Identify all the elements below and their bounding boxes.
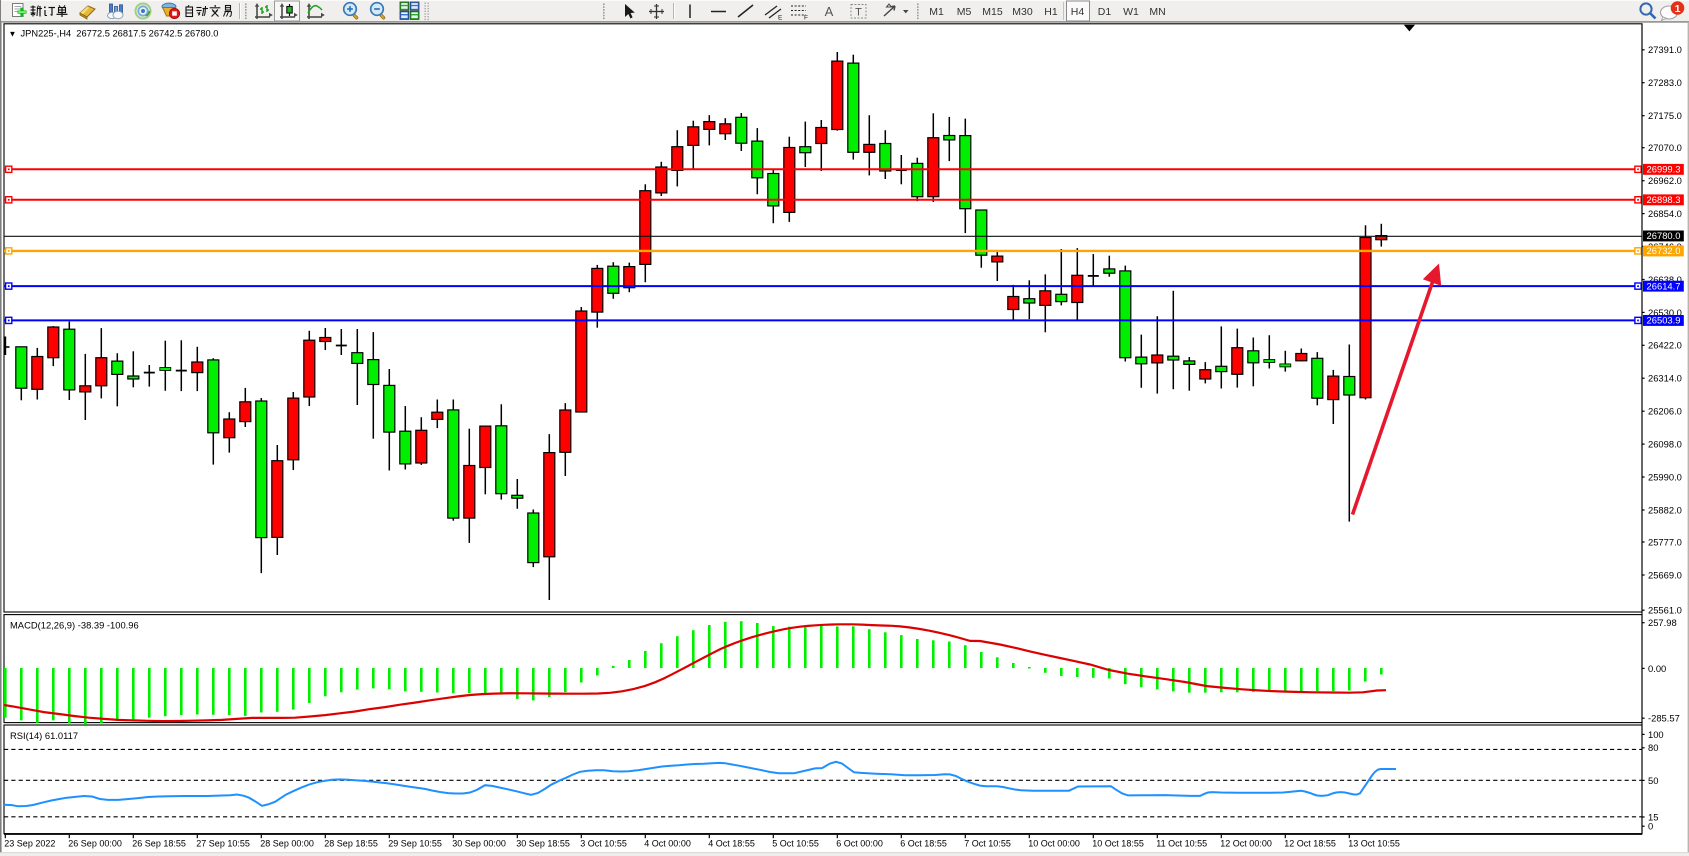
svg-text:30 Sep 00:00: 30 Sep 00:00 xyxy=(452,839,506,849)
svg-text:E: E xyxy=(778,15,783,22)
svg-text:26422.0: 26422.0 xyxy=(1648,340,1682,351)
svg-text:M15: M15 xyxy=(982,6,1003,18)
svg-text:15: 15 xyxy=(1648,811,1658,822)
svg-text:27175.0: 27175.0 xyxy=(1648,110,1682,121)
svg-text:M30: M30 xyxy=(1012,6,1033,18)
svg-text:26314.0: 26314.0 xyxy=(1648,373,1682,384)
svg-text:23 Sep 2022: 23 Sep 2022 xyxy=(4,839,55,849)
svg-text:M1: M1 xyxy=(929,6,944,18)
svg-text:25561.0: 25561.0 xyxy=(1648,605,1682,616)
svg-text:6 Oct 18:55: 6 Oct 18:55 xyxy=(900,839,947,849)
svg-text:12 Oct 18:55: 12 Oct 18:55 xyxy=(1284,839,1336,849)
svg-text:5 Oct 10:55: 5 Oct 10:55 xyxy=(772,839,819,849)
svg-text:26780.0: 26780.0 xyxy=(1647,230,1681,241)
svg-text:4 Oct 18:55: 4 Oct 18:55 xyxy=(708,839,755,849)
svg-text:25669.0: 25669.0 xyxy=(1648,569,1682,580)
svg-text:H4: H4 xyxy=(1071,6,1085,18)
svg-text:F: F xyxy=(804,15,808,22)
svg-text:MACD(12,26,9) -38.39 -100.96: MACD(12,26,9) -38.39 -100.96 xyxy=(10,620,139,631)
svg-text:-285.57: -285.57 xyxy=(1648,713,1680,724)
svg-text:26732.0: 26732.0 xyxy=(1647,245,1681,256)
svg-text:26999.3: 26999.3 xyxy=(1647,164,1681,175)
svg-text:27283.0: 27283.0 xyxy=(1648,77,1682,88)
svg-text:26962.0: 26962.0 xyxy=(1648,175,1682,186)
svg-text:JPN225-,H4 26772.5 26817.5 26: JPN225-,H4 26772.5 26817.5 26742.5 26780… xyxy=(21,28,219,38)
svg-text:27 Sep 10:55: 27 Sep 10:55 xyxy=(196,839,250,849)
svg-text:28 Sep 00:00: 28 Sep 00:00 xyxy=(260,839,314,849)
svg-text:MN: MN xyxy=(1149,6,1165,18)
svg-text:257.98: 257.98 xyxy=(1648,617,1677,628)
svg-text:26530.0: 26530.0 xyxy=(1648,307,1682,318)
svg-text:25990.0: 25990.0 xyxy=(1648,471,1682,482)
svg-text:12 Oct 00:00: 12 Oct 00:00 xyxy=(1220,839,1272,849)
svg-text:30 Sep 18:55: 30 Sep 18:55 xyxy=(516,839,570,849)
svg-text:50: 50 xyxy=(1648,775,1658,786)
svg-text:1: 1 xyxy=(1675,3,1681,15)
svg-text:7 Oct 10:55: 7 Oct 10:55 xyxy=(964,839,1011,849)
svg-text:26 Sep 00:00: 26 Sep 00:00 xyxy=(68,839,122,849)
svg-text:10 Oct 18:55: 10 Oct 18:55 xyxy=(1092,839,1144,849)
svg-text:11 Oct 10:55: 11 Oct 10:55 xyxy=(1156,839,1207,849)
svg-text:26614.7: 26614.7 xyxy=(1647,280,1681,291)
svg-text:29 Sep 10:55: 29 Sep 10:55 xyxy=(388,839,442,849)
svg-text:26503.9: 26503.9 xyxy=(1647,315,1681,326)
svg-text:6 Oct 00:00: 6 Oct 00:00 xyxy=(836,839,883,849)
svg-text:27070.0: 27070.0 xyxy=(1648,142,1682,153)
svg-text:RSI(14) 61.0117: RSI(14) 61.0117 xyxy=(10,730,78,741)
svg-text:A: A xyxy=(825,4,834,19)
svg-text:M5: M5 xyxy=(957,6,972,18)
svg-text:26098.0: 26098.0 xyxy=(1648,439,1682,450)
svg-text:26 Sep 18:55: 26 Sep 18:55 xyxy=(132,839,186,849)
svg-text:T: T xyxy=(855,7,862,19)
svg-text:W1: W1 xyxy=(1123,6,1139,18)
svg-text:0.00: 0.00 xyxy=(1648,663,1666,674)
svg-text:3 Oct 10:55: 3 Oct 10:55 xyxy=(580,839,627,849)
svg-text:▼: ▼ xyxy=(9,29,17,38)
svg-text:10 Oct 00:00: 10 Oct 00:00 xyxy=(1028,839,1080,849)
svg-text:26854.0: 26854.0 xyxy=(1648,208,1682,219)
svg-text:26206.0: 26206.0 xyxy=(1648,406,1682,417)
svg-text:28 Sep 18:55: 28 Sep 18:55 xyxy=(324,839,378,849)
svg-text:25777.0: 25777.0 xyxy=(1648,536,1682,547)
svg-text:0: 0 xyxy=(1648,821,1653,832)
svg-text:13 Oct 10:55: 13 Oct 10:55 xyxy=(1348,839,1400,849)
svg-text:80: 80 xyxy=(1648,742,1658,753)
svg-text:D1: D1 xyxy=(1098,6,1112,18)
svg-text:100: 100 xyxy=(1648,729,1664,740)
svg-text:26898.3: 26898.3 xyxy=(1647,194,1681,205)
svg-text:4 Oct 00:00: 4 Oct 00:00 xyxy=(644,839,691,849)
svg-text:25882.0: 25882.0 xyxy=(1648,504,1682,515)
svg-text:H1: H1 xyxy=(1044,6,1058,18)
svg-text:26638.0: 26638.0 xyxy=(1648,274,1682,285)
svg-text:27391.0: 27391.0 xyxy=(1648,44,1682,55)
